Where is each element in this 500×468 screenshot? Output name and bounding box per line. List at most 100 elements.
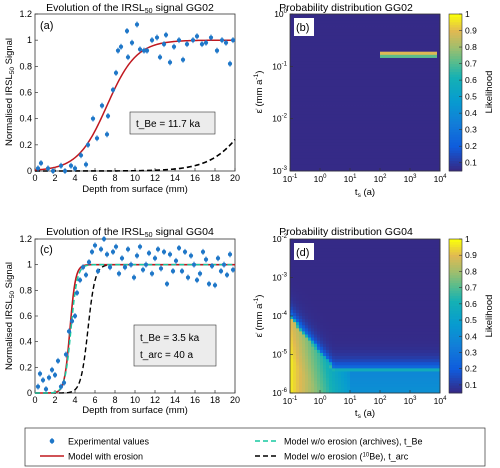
heatmap-cell <box>398 368 402 372</box>
heatmap-cell <box>428 142 432 147</box>
heatmap-cell <box>407 275 411 280</box>
heatmap-cell <box>335 42 339 46</box>
heatmap-cell <box>422 130 426 134</box>
heatmap-cell <box>329 285 333 289</box>
heatmap-cell <box>365 260 369 265</box>
heatmap-cell <box>401 133 405 137</box>
heatmap-cell <box>365 275 369 280</box>
heatmap-cell <box>386 42 390 46</box>
heatmap-cell <box>326 136 330 140</box>
heatmap-cell <box>395 79 399 84</box>
heatmap-cell <box>365 309 369 314</box>
heatmap-cell <box>299 356 303 360</box>
heatmap-cell <box>365 331 369 335</box>
heatmap-cell <box>395 64 399 68</box>
heatmap-cell <box>338 263 342 268</box>
heatmap-cell <box>374 67 378 71</box>
heatmap-cell <box>296 279 300 283</box>
heatmap-cell <box>425 70 429 75</box>
heatmap-cell <box>332 377 336 382</box>
heatmap-cell <box>293 48 297 53</box>
heatmap-cell <box>347 158 351 162</box>
heatmap-cell <box>371 70 375 75</box>
heatmap-cell <box>296 380 300 385</box>
heatmap-cell <box>410 282 414 286</box>
heatmap-cell <box>365 17 369 21</box>
experimental-point <box>128 262 134 267</box>
heatmap-cell <box>329 365 333 369</box>
heatmap-cell <box>347 242 351 246</box>
heatmap-cell <box>305 386 309 391</box>
heatmap-cell <box>350 288 354 292</box>
heatmap-cell <box>317 245 321 249</box>
heatmap-cell <box>386 328 390 332</box>
heatmap-cell <box>398 158 402 162</box>
heatmap-cell <box>377 352 381 357</box>
heatmap-cell <box>365 282 369 286</box>
heatmap-cell <box>344 48 348 53</box>
heatmap-cell <box>389 35 393 40</box>
heatmap-cell <box>332 158 336 162</box>
heatmap-cell <box>332 136 336 140</box>
heatmap-cell <box>383 257 387 261</box>
heatmap-cell <box>353 251 357 255</box>
heatmap-cell <box>326 352 330 357</box>
heatmap-cell <box>338 352 342 357</box>
heatmap-cell <box>341 17 345 21</box>
heatmap-cell <box>326 142 330 147</box>
heatmap-cell <box>380 70 384 75</box>
heatmap-cell <box>389 67 393 71</box>
heatmap-cell <box>386 294 390 298</box>
heatmap-cell <box>338 316 342 320</box>
heatmap-cell <box>314 362 318 366</box>
heatmap-cell <box>332 282 336 286</box>
heatmap-cell <box>413 114 417 119</box>
heatmap-cell <box>341 356 345 360</box>
heatmap-cell <box>380 251 384 255</box>
heatmap-cell <box>398 92 402 97</box>
heatmap-cell <box>353 340 357 345</box>
y-tick-label: 1 <box>27 260 32 270</box>
heatmap-cell <box>422 89 426 93</box>
heatmap-cell <box>293 167 297 172</box>
experimental-point <box>219 38 225 43</box>
heatmap-cell <box>296 142 300 147</box>
heatmap-cell <box>323 164 327 169</box>
heatmap-cell <box>413 161 417 166</box>
experimental-point <box>143 262 149 267</box>
heatmap-cell <box>326 279 330 283</box>
heatmap-cell <box>296 95 300 100</box>
colorbar-tick-label: 0.1 <box>465 158 477 168</box>
heatmap-cell <box>380 309 384 314</box>
heatmap-cell <box>401 300 405 305</box>
heatmap-cell <box>344 61 348 65</box>
heatmap-cell <box>398 386 402 391</box>
heatmap-cell <box>305 306 309 311</box>
heatmap-cell <box>290 245 294 249</box>
heatmap-cell <box>344 260 348 265</box>
heatmap-cell <box>317 266 321 271</box>
heatmap-cell <box>434 86 438 90</box>
heatmap-cell <box>350 29 354 34</box>
heatmap-cell <box>326 359 330 363</box>
heatmap-cell <box>362 352 366 357</box>
heatmap-cell <box>338 130 342 134</box>
heatmap-cell <box>350 167 354 172</box>
heatmap-cell <box>326 114 330 119</box>
heatmap-cell <box>311 389 315 394</box>
heatmap-cell <box>407 368 411 372</box>
heatmap-cell <box>302 67 306 71</box>
heatmap-cell <box>353 257 357 261</box>
heatmap-cell <box>404 269 408 274</box>
heatmap-cell <box>416 70 420 75</box>
heatmap-cell <box>410 64 414 68</box>
x-tick-label: 100 <box>314 174 327 184</box>
heatmap-cell <box>356 340 360 345</box>
heatmap-cell <box>347 272 351 277</box>
panel-c-curves <box>35 263 235 394</box>
heatmap-cell <box>314 149 318 153</box>
heatmap-cell <box>437 29 441 34</box>
heatmap-cell <box>386 57 390 62</box>
heatmap-cell <box>389 164 393 169</box>
heatmap-cell <box>425 161 429 166</box>
